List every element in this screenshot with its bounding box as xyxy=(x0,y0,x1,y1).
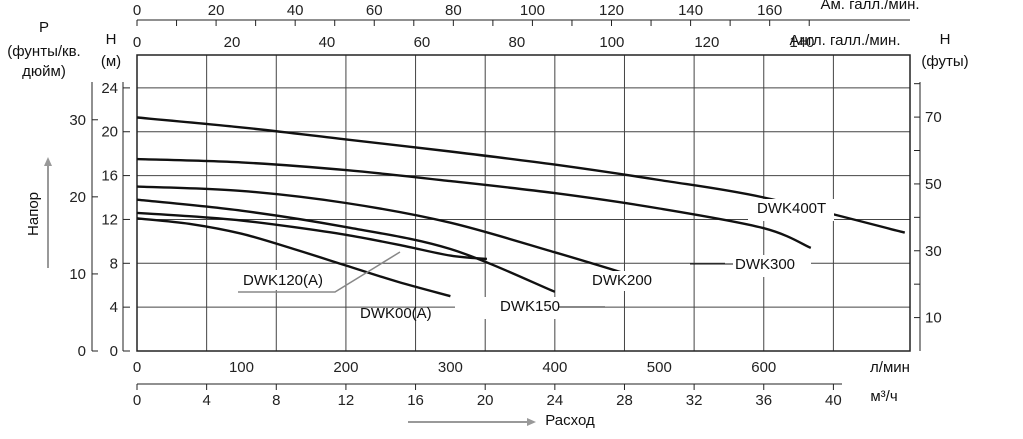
x-arrow-head-icon xyxy=(527,418,536,426)
curve-label: DWK150 xyxy=(500,298,560,315)
label-mask xyxy=(585,271,665,291)
lpm-axis-label: л/мин xyxy=(870,359,910,376)
h-right-axis-title: H xyxy=(940,31,951,48)
us-gpm-tick-label: 160 xyxy=(757,2,782,19)
lpm-tick-label: 500 xyxy=(647,359,672,376)
series-line-DWK400T xyxy=(136,116,906,234)
series-line-DWK300 xyxy=(136,157,812,250)
us-gpm-tick-label: 120 xyxy=(599,2,624,19)
m3h-tick-label: 28 xyxy=(616,392,633,409)
imp-gpm-axis-label: Англ. галл./мин. xyxy=(790,32,901,49)
curve-label: DWK120(A) xyxy=(243,272,323,289)
m3h-tick-label: 16 xyxy=(407,392,424,409)
m3h-tick-label: 0 xyxy=(133,392,141,409)
p-axis-unit-2: дюйм) xyxy=(22,63,66,80)
h-ft-tick-label: 30 xyxy=(925,243,942,260)
m3h-tick-label: 4 xyxy=(202,392,210,409)
us-gpm-axis-label: Ам. галл./мин. xyxy=(820,0,919,13)
x-axis-title: Расход xyxy=(545,412,595,429)
h-m-tick-label: 0 xyxy=(110,343,118,360)
h-ft-tick-label: 50 xyxy=(925,176,942,193)
lpm-tick-label: 100 xyxy=(229,359,254,376)
h-m-tick-label: 16 xyxy=(101,168,118,185)
imp-gpm-tick-label: 0 xyxy=(133,34,141,51)
h-m-tick-label: 8 xyxy=(110,255,118,272)
m3h-axis-label: м³/ч xyxy=(870,388,897,405)
curve-label: DWK300 xyxy=(735,256,795,273)
h-ft-tick-label: 10 xyxy=(925,310,942,327)
lpm-tick-label: 400 xyxy=(542,359,567,376)
m3h-tick-label: 24 xyxy=(546,392,563,409)
y-axis-title: Напор xyxy=(25,192,42,236)
h-m-tick-label: 24 xyxy=(101,80,118,97)
series-line-DWK00(A) xyxy=(136,217,451,298)
h-m-tick-label: 12 xyxy=(101,211,118,228)
h-left-axis-title: H xyxy=(106,31,117,48)
lpm-tick-label: 300 xyxy=(438,359,463,376)
series-line-DWK150 xyxy=(136,198,556,293)
lpm-tick-label: 600 xyxy=(751,359,776,376)
series-line-DWK120(A) xyxy=(136,211,487,261)
p-tick-label: 20 xyxy=(69,189,86,206)
us-gpm-tick-label: 0 xyxy=(133,2,141,19)
us-gpm-tick-label: 20 xyxy=(208,2,225,19)
m3h-tick-label: 12 xyxy=(338,392,355,409)
p-axis-unit-1: (фунты/кв. xyxy=(7,43,80,60)
imp-gpm-tick-label: 100 xyxy=(599,34,624,51)
h-right-axis-unit: (футы) xyxy=(921,53,968,70)
imp-gpm-tick-label: 60 xyxy=(414,34,431,51)
curve-label: DWK00(A) xyxy=(360,305,432,322)
m3h-tick-label: 36 xyxy=(755,392,772,409)
series-line-DWK200 xyxy=(136,185,629,276)
h-left-axis-unit: (м) xyxy=(101,53,121,70)
us-gpm-tick-label: 80 xyxy=(445,2,462,19)
lpm-tick-label: 0 xyxy=(133,359,141,376)
label-leader-line xyxy=(238,251,401,293)
plot-frame xyxy=(136,54,911,352)
m3h-tick-label: 8 xyxy=(272,392,280,409)
h-m-tick-label: 20 xyxy=(101,124,118,141)
us-gpm-tick-label: 60 xyxy=(366,2,383,19)
y-arrow-head-icon xyxy=(44,157,52,166)
p-axis-title: P xyxy=(39,19,49,36)
imp-gpm-tick-label: 80 xyxy=(509,34,526,51)
us-gpm-tick-label: 100 xyxy=(520,2,545,19)
label-mask xyxy=(725,255,811,277)
p-tick-label: 0 xyxy=(78,343,86,360)
m3h-tick-label: 40 xyxy=(825,392,842,409)
imp-gpm-tick-label: 40 xyxy=(319,34,336,51)
m3h-tick-label: 20 xyxy=(477,392,494,409)
curve-label: DWK200 xyxy=(592,272,652,289)
us-gpm-tick-label: 40 xyxy=(287,2,304,19)
curve-label: DWK400T xyxy=(757,200,826,217)
label-mask xyxy=(455,297,605,319)
imp-gpm-tick-label: 140 xyxy=(789,34,814,51)
series: DWK00(A) DWK120(A) DWK150 DWK200 DWK300 DWK40… xyxy=(136,116,906,322)
p-tick-label: 30 xyxy=(69,112,86,129)
p-tick-label: 10 xyxy=(69,266,86,283)
label-mask xyxy=(748,199,834,221)
lpm-tick-label: 200 xyxy=(333,359,358,376)
imp-gpm-tick-label: 20 xyxy=(224,34,241,51)
imp-gpm-tick-label: 120 xyxy=(694,34,719,51)
m3h-tick-label: 32 xyxy=(686,392,703,409)
us-gpm-tick-label: 140 xyxy=(678,2,703,19)
h-ft-tick-label: 70 xyxy=(925,109,942,126)
axes xyxy=(91,19,921,390)
label-mask xyxy=(236,270,336,290)
h-m-tick-label: 4 xyxy=(110,299,118,316)
